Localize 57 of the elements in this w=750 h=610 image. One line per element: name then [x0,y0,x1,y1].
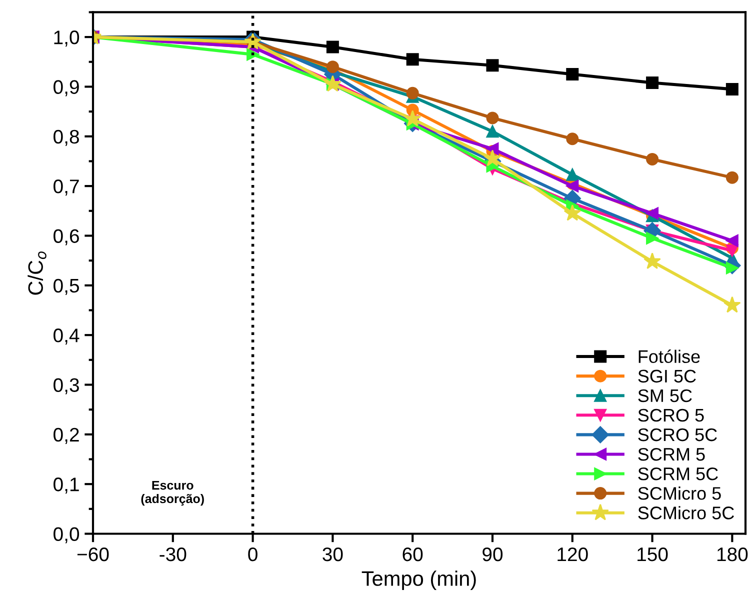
legend-label: SCMicro 5 [638,486,721,500]
point [406,86,419,100]
x-tick-label: −60 [77,547,109,562]
point [726,234,738,247]
y-tick-label: 0,5 [54,278,79,295]
point [326,40,339,54]
point [726,82,738,96]
point [566,68,579,81]
legend-label: Fotólise [638,350,700,364]
x-tick-label: 120 [558,547,588,562]
x-tick-label: 180 [717,547,748,562]
legend-label: SCRO 5C [638,428,717,442]
point [646,207,659,220]
y-tick-label: 0,0 [54,527,80,544]
x-tick-label: 60 [402,547,423,562]
x-tick-label: 90 [482,547,503,562]
point [644,252,661,269]
y-tick-label: 0,2 [54,428,79,444]
point [726,244,738,257]
annotation: Escuro (adsorção) [141,480,204,506]
y-tick-label: 1,0 [54,30,80,47]
x-axis-title: Tempo (min) [362,570,476,590]
point [566,132,579,146]
x-tick-label: -30 [160,547,186,562]
point [646,232,659,244]
legend-label: SGI 5C [638,370,696,383]
legend-label: SCRM 5C [638,467,718,480]
point [326,60,339,74]
point [486,142,499,156]
point [486,112,499,124]
y-tick-label: 0,3 [54,378,79,394]
y-tick-label: 0,8 [54,130,79,146]
x-tick-label: 30 [322,547,343,562]
x-tick-label: 150 [638,547,668,562]
point [566,180,579,192]
y-tick-label: 0,1 [54,478,79,494]
legend-label: SCRO 5 [638,408,704,422]
y-tick-label: 0,7 [54,180,79,196]
point [646,152,659,166]
y-axis-title: C/C$_{o}$ [28,251,46,295]
legend-label: SCMicro 5C [638,506,734,520]
point [646,76,659,89]
point [724,296,741,313]
legend-label: SM 5C [638,389,692,402]
y-tick-label: 0,4 [54,328,80,345]
point [726,171,738,184]
point [486,125,499,138]
point [406,53,419,66]
x-tick-label: 0 [248,547,258,562]
point [484,150,502,166]
point [564,204,582,221]
y-tick-label: 0,6 [54,229,79,246]
y-tick-label: 0,9 [54,80,79,96]
legend-label: SCRM 5 [638,448,705,461]
point [404,110,422,126]
point [566,168,579,181]
point [486,59,499,72]
